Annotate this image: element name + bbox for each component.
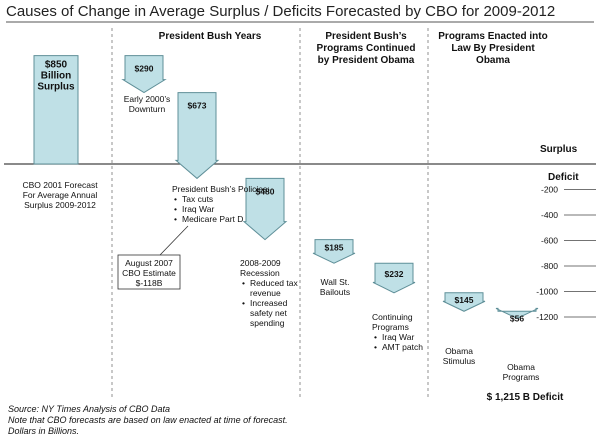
axis-tick-label: -400: [541, 210, 558, 220]
total-deficit-label: $ 1,215 B Deficit: [486, 392, 564, 403]
surplus-axis-label: Surplus: [540, 144, 578, 155]
waterfall-value-label: $480: [256, 186, 275, 196]
axis-tick-label: -1200: [536, 312, 558, 322]
cbo-forecast-label: CBO 2001 Forecast For Average Annual Sur…: [22, 180, 98, 210]
bush-policy-item: Medicare Part D: [174, 214, 272, 224]
obama-programs-label: Obama Programs: [502, 362, 540, 382]
deficit-axis-label: Deficit: [548, 172, 579, 183]
recession-list: Reduced tax revenue Increased safety net…: [240, 278, 306, 328]
bush-policies-title: President Bush’s Policies:: [172, 184, 270, 194]
waterfall-arrow: [372, 262, 416, 294]
early-2000s-label: Early 2000’s Downturn: [123, 94, 171, 114]
axis-tick-label: -800: [541, 261, 558, 271]
continuing-item: Iraq War: [374, 332, 432, 342]
axis-tick-label: -600: [541, 236, 558, 246]
continuing-title: Continuing Programs: [372, 312, 413, 332]
wall-st-label: Wall St. Bailouts: [319, 277, 351, 297]
continuing-label: Continuing Programs Iraq War AMT patch: [372, 312, 432, 352]
continuing-list: Iraq War AMT patch: [372, 332, 432, 352]
bush-policy-item: Iraq War: [174, 204, 272, 214]
section-header-obama: Programs Enacted into Law By President O…: [438, 31, 548, 66]
waterfall-arrow: [121, 55, 167, 94]
source-note: Source: NY Times Analysis of CBO Data No…: [8, 404, 368, 437]
surplus-bar-label: Surplus: [37, 82, 75, 93]
surplus-bar-label: $850: [45, 60, 68, 71]
bush-policies-label: President Bush’s Policies: Tax cuts Iraq…: [172, 184, 272, 224]
cbo-2007-callout-box: [117, 254, 181, 290]
recession-title: 2008-2009 Recession: [240, 258, 281, 278]
section-header-bush-years: President Bush Years: [158, 31, 262, 42]
bush-policies-list: Tax cuts Iraq War Medicare Part D: [172, 194, 272, 224]
waterfall-arrow: [174, 92, 220, 180]
surplus-bar: [33, 55, 79, 165]
chart-title: Causes of Change in Average Surplus / De…: [6, 3, 556, 20]
section-header-bush-continued: President Bush’s Programs Continued by P…: [316, 31, 416, 66]
axis-tick-label: -1000: [536, 287, 558, 297]
waterfall-value-label: $185: [325, 242, 344, 252]
recession-item: Increased safety net spending: [242, 298, 306, 328]
waterfall-value-label: $232: [385, 269, 404, 279]
waterfall-arrow: [312, 239, 356, 264]
recession-label: 2008-2009 Recession Reduced tax revenue …: [240, 258, 306, 328]
cbo-2007-label: August 2007 CBO Estimate $-118B: [122, 258, 176, 288]
waterfall-value-label: $56: [510, 313, 524, 323]
waterfall-arrow: [495, 307, 539, 319]
source-line: Dollars in Billions.: [8, 426, 80, 436]
waterfall-value-label: $673: [188, 101, 207, 111]
cbo-2007-callout-pointer: [159, 225, 189, 256]
source-line: Source: NY Times Analysis of CBO Data: [8, 404, 170, 414]
source-line: Note that CBO forecasts are based on law…: [8, 415, 288, 425]
waterfall-value-label: $145: [455, 295, 474, 305]
surplus-bar-label: Billion: [41, 71, 72, 82]
continuing-item: AMT patch: [374, 342, 432, 352]
recession-item: Reduced tax revenue: [242, 278, 306, 298]
axis-tick-label: -200: [541, 185, 558, 195]
bush-policy-item: Tax cuts: [174, 194, 272, 204]
obama-stimulus-label: Obama Stimulus: [442, 346, 476, 366]
waterfall-arrow: [442, 292, 486, 312]
waterfall-value-label: $290: [135, 64, 154, 74]
